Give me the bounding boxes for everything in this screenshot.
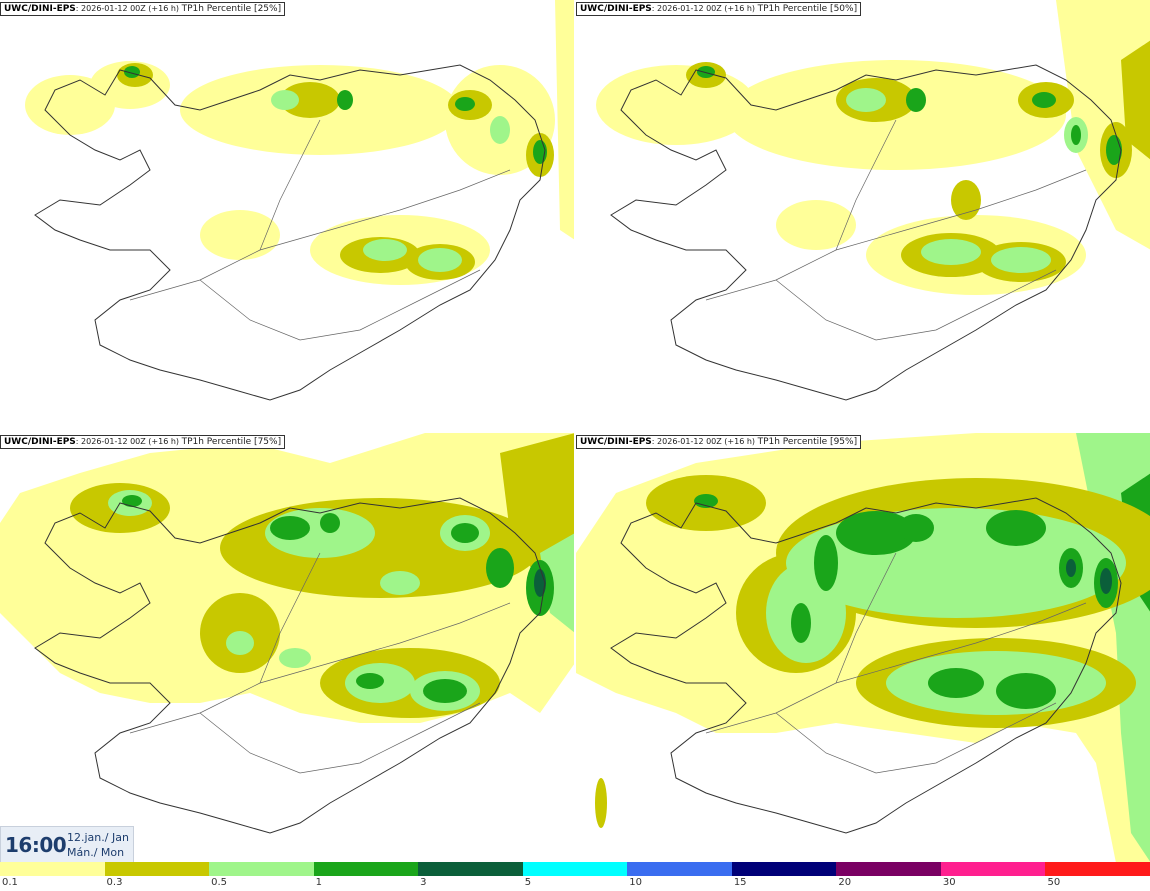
field-name: TP1h Percentile [95%] <box>757 437 858 447</box>
precip-map-p50 <box>596 0 1150 401</box>
legend-tick-label: 3 <box>420 877 427 888</box>
model-name: UWC/DINI-EPS <box>580 4 652 14</box>
map-panel-p50: UWC/DINI-EPS: 2026-01-12 00Z (+16 h) TP1… <box>576 0 1150 430</box>
field-name: TP1h Percentile [25%] <box>181 4 282 14</box>
legend-tick-label: 30 <box>942 877 956 888</box>
run-time: 2026-01-12 00Z (+16 h) <box>81 437 180 446</box>
precip-map-p95 <box>576 433 1150 863</box>
precip-layer-p95 <box>576 433 1150 863</box>
model-name: UWC/DINI-EPS <box>580 437 652 447</box>
legend-swatch <box>313 862 419 876</box>
model-name: UWC/DINI-EPS <box>4 437 76 447</box>
color-legend-bar <box>0 862 1150 876</box>
legend-swatch <box>836 862 941 876</box>
precip-layer-p75 <box>0 433 575 723</box>
legend-swatch <box>0 862 105 876</box>
iceland-coastline-p50 <box>610 64 1122 401</box>
panel-title: UWC/DINI-EPS: 2026-01-12 00Z (+16 h) TP1… <box>0 2 286 16</box>
legend-tick-label: 15 <box>733 877 747 888</box>
legend-swatch <box>104 862 210 876</box>
legend-tick-label: 0.3 <box>106 877 123 888</box>
map-panel-p75: UWC/DINI-EPS: 2026-01-12 00Z (+16 h) TP1… <box>0 433 575 863</box>
valid-time-box: 16:00 12.jan./ Jan Mán./ Mon <box>0 826 134 864</box>
precip-layer-p25 <box>25 0 575 285</box>
map-panel-p25: UWC/DINI-EPS: 2026-01-12 00Z (+16 h) TP1… <box>0 0 575 430</box>
model-name: UWC/DINI-EPS <box>4 4 76 14</box>
road-network-p75 <box>129 552 511 774</box>
field-name: TP1h Percentile [50%] <box>757 4 858 14</box>
precip-map-p25 <box>25 0 575 401</box>
field-name: TP1h Percentile [75%] <box>181 437 282 447</box>
legend-swatch <box>522 862 628 876</box>
iceland-coastline-p95 <box>610 497 1122 834</box>
legend-tick-label: 0.1 <box>2 877 18 888</box>
run-time: 2026-01-12 00Z (+16 h) <box>657 4 756 13</box>
legend-tick-label: 5 <box>524 877 532 888</box>
color-legend-ticks: 0.1 0.3 0.5 1 3 5 10 15 20 30 50 <box>0 877 1150 891</box>
map-panel-p95: UWC/DINI-EPS: 2026-01-12 00Z (+16 h) TP1… <box>576 433 1150 863</box>
legend-swatch <box>209 862 314 876</box>
precip-layer-p50 <box>596 0 1150 295</box>
legend-swatch <box>627 862 732 876</box>
road-network-p25 <box>129 119 511 341</box>
legend-tick-label: 20 <box>838 877 852 888</box>
iceland-coastline-p25 <box>34 64 546 401</box>
panel-divider-horizontal <box>0 431 1150 433</box>
run-time: 2026-01-12 00Z (+16 h) <box>657 437 756 446</box>
valid-time: 16:00 <box>5 833 67 857</box>
legend-tick-label: 10 <box>629 877 642 888</box>
legend-swatch <box>1045 862 1150 876</box>
legend-tick-label: 50 <box>1047 877 1061 888</box>
panel-title: UWC/DINI-EPS: 2026-01-12 00Z (+16 h) TP1… <box>0 435 286 449</box>
legend-swatch <box>940 862 1046 876</box>
precip-map-p75 <box>0 433 575 834</box>
iceland-coastline-p75 <box>34 497 546 834</box>
road-network-p95 <box>705 552 1087 774</box>
road-network-p50 <box>705 119 1087 341</box>
valid-weekday: Mán./ Mon <box>67 846 125 859</box>
panel-title: UWC/DINI-EPS: 2026-01-12 00Z (+16 h) TP1… <box>576 2 862 16</box>
legend-swatch <box>731 862 837 876</box>
legend-tick-label: 0.5 <box>211 877 227 888</box>
run-time: 2026-01-12 00Z (+16 h) <box>81 4 180 13</box>
valid-date: 12.jan./ Jan <box>67 831 129 844</box>
panel-title: UWC/DINI-EPS: 2026-01-12 00Z (+16 h) TP1… <box>576 435 862 449</box>
legend-swatch <box>418 862 523 876</box>
legend-tick-label: 1 <box>315 877 322 888</box>
